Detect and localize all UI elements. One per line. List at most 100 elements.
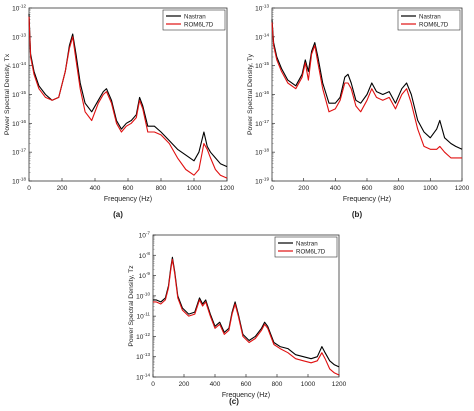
y-tick-label: 10-16 [12, 119, 26, 128]
x-tick-label: 800 [272, 381, 283, 388]
panel-label: (b) [352, 210, 363, 219]
y-tick-label: 10-15 [255, 61, 269, 70]
panel-label: (c) [229, 397, 239, 406]
series-line-rom6l7d [271, 22, 462, 159]
x-tick-label: 1200 [455, 185, 470, 192]
legend-label: Nastran [184, 13, 206, 20]
y-tick-base: 10 [136, 293, 144, 300]
x-tick-label: 200 [57, 185, 68, 192]
y-tick-exponent: -18 [262, 148, 269, 153]
legend-box [162, 9, 226, 31]
y-tick-base: 10 [136, 354, 144, 361]
y-tick-base: 10 [139, 253, 147, 260]
y-tick-base: 10 [12, 121, 20, 128]
y-axis-label: Power Spectral Density, Ty [247, 53, 254, 135]
y-tick-exponent: -13 [143, 352, 150, 357]
x-tick-label: 0 [151, 381, 155, 388]
series-line-nastran [153, 256, 340, 368]
y-tick-exponent: -14 [19, 61, 26, 66]
y-tick-base: 10 [255, 121, 263, 128]
y-tick-exponent: -10 [143, 291, 150, 296]
y-tick-base: 10 [255, 6, 263, 13]
x-tick-label: 200 [179, 381, 190, 388]
x-tick-label: 800 [393, 185, 404, 192]
y-tick-label: 10-14 [12, 61, 26, 70]
y-tick-label: 10-18 [12, 177, 26, 186]
y-tick-exponent: -12 [19, 4, 26, 9]
x-tick-label: 1200 [220, 185, 235, 192]
y-tick-base: 10 [255, 34, 263, 41]
y-tick-base: 10 [12, 6, 20, 13]
series-line-rom6l7d [153, 258, 340, 376]
y-tick-label: 10-13 [12, 32, 26, 41]
y-tick-base: 10 [139, 273, 147, 280]
chart-panel-1: 0 200 400 600 800 1000 120010-1210-1310-1410-1… [4, 4, 235, 220]
x-tick-label: 1000 [423, 185, 438, 192]
y-tick-base: 10 [12, 92, 20, 99]
y-tick-label: 10-7 [139, 231, 151, 240]
y-tick-label: 10-14 [255, 32, 269, 41]
x-tick-label: 1000 [301, 381, 316, 388]
y-tick-exponent: -13 [262, 4, 269, 9]
y-tick-exponent: -17 [19, 148, 26, 153]
y-tick-exponent: -16 [19, 119, 26, 124]
y-tick-exponent: -19 [262, 177, 269, 182]
y-tick-label: 10-17 [12, 148, 26, 157]
y-tick-base: 10 [12, 63, 20, 70]
series-line-nastran [28, 13, 228, 168]
y-tick-base: 10 [136, 314, 144, 321]
y-tick-label: 10-12 [12, 4, 26, 13]
y-tick-exponent: -12 [143, 332, 150, 337]
chart-panel-3: 0 200 400 600 800 1000 120010-710-810-910-1010… [128, 231, 347, 407]
y-tick-exponent: -16 [262, 90, 269, 95]
y-tick-base: 10 [12, 34, 20, 41]
y-axis-label: Power Spectral Density, Tz [128, 265, 135, 347]
x-axis-label: Frequency (Hz) [104, 196, 152, 203]
x-tick-label: 200 [298, 185, 309, 192]
legend-box [397, 9, 461, 31]
legend-label: ROM6L7D [184, 21, 214, 28]
x-tick-label: 800 [156, 185, 167, 192]
y-tick-base: 10 [136, 334, 144, 341]
y-tick-label: 10-13 [136, 352, 150, 361]
panel-label: (a) [113, 210, 123, 219]
y-tick-exponent: -14 [262, 32, 269, 37]
x-tick-label: 600 [241, 381, 252, 388]
y-tick-label: 10-12 [136, 332, 150, 341]
x-tick-label: 400 [90, 185, 101, 192]
y-tick-label: 10-10 [136, 291, 150, 300]
x-tick-label: 600 [123, 185, 134, 192]
y-tick-label: 10-15 [12, 90, 26, 99]
legend-label: Nastran [419, 13, 441, 20]
legend-box [274, 236, 338, 258]
y-tick-label: 10-17 [255, 119, 269, 128]
legend-label: Nastran [296, 240, 318, 247]
x-tick-label: 600 [362, 185, 373, 192]
y-tick-exponent: -15 [262, 61, 269, 66]
y-tick-exponent: -14 [143, 373, 150, 378]
y-tick-base: 10 [139, 233, 147, 240]
y-tick-exponent: -13 [19, 32, 26, 37]
x-axis-label: Frequency (Hz) [222, 392, 270, 399]
y-tick-base: 10 [255, 179, 263, 186]
y-tick-label: 10-9 [139, 271, 151, 280]
y-tick-exponent: -8 [146, 251, 151, 256]
y-tick-label: 10-19 [255, 177, 269, 186]
y-tick-exponent: -11 [144, 312, 151, 317]
y-tick-base: 10 [12, 150, 20, 157]
y-tick-base: 10 [12, 179, 20, 186]
y-tick-exponent: -17 [262, 119, 269, 124]
legend-label: ROM6L7D [296, 248, 326, 255]
chart-panel-2: 0 200 400 600 800 1000 120010-1310-1410-1510-1… [247, 4, 470, 220]
y-tick-label: 10-8 [139, 251, 151, 260]
y-tick-exponent: -9 [146, 271, 151, 276]
x-tick-label: 400 [210, 381, 221, 388]
series-line-nastran [271, 19, 463, 150]
y-tick-exponent: -18 [19, 177, 26, 182]
y-tick-label: 10-13 [255, 4, 269, 13]
x-axis-label: Frequency (Hz) [343, 196, 391, 203]
y-axis-label: Power Spectral Density, Tx [4, 53, 11, 135]
x-tick-label: 400 [330, 185, 341, 192]
y-tick-exponent: -15 [19, 90, 26, 95]
series-line-rom6l7d [28, 16, 228, 179]
